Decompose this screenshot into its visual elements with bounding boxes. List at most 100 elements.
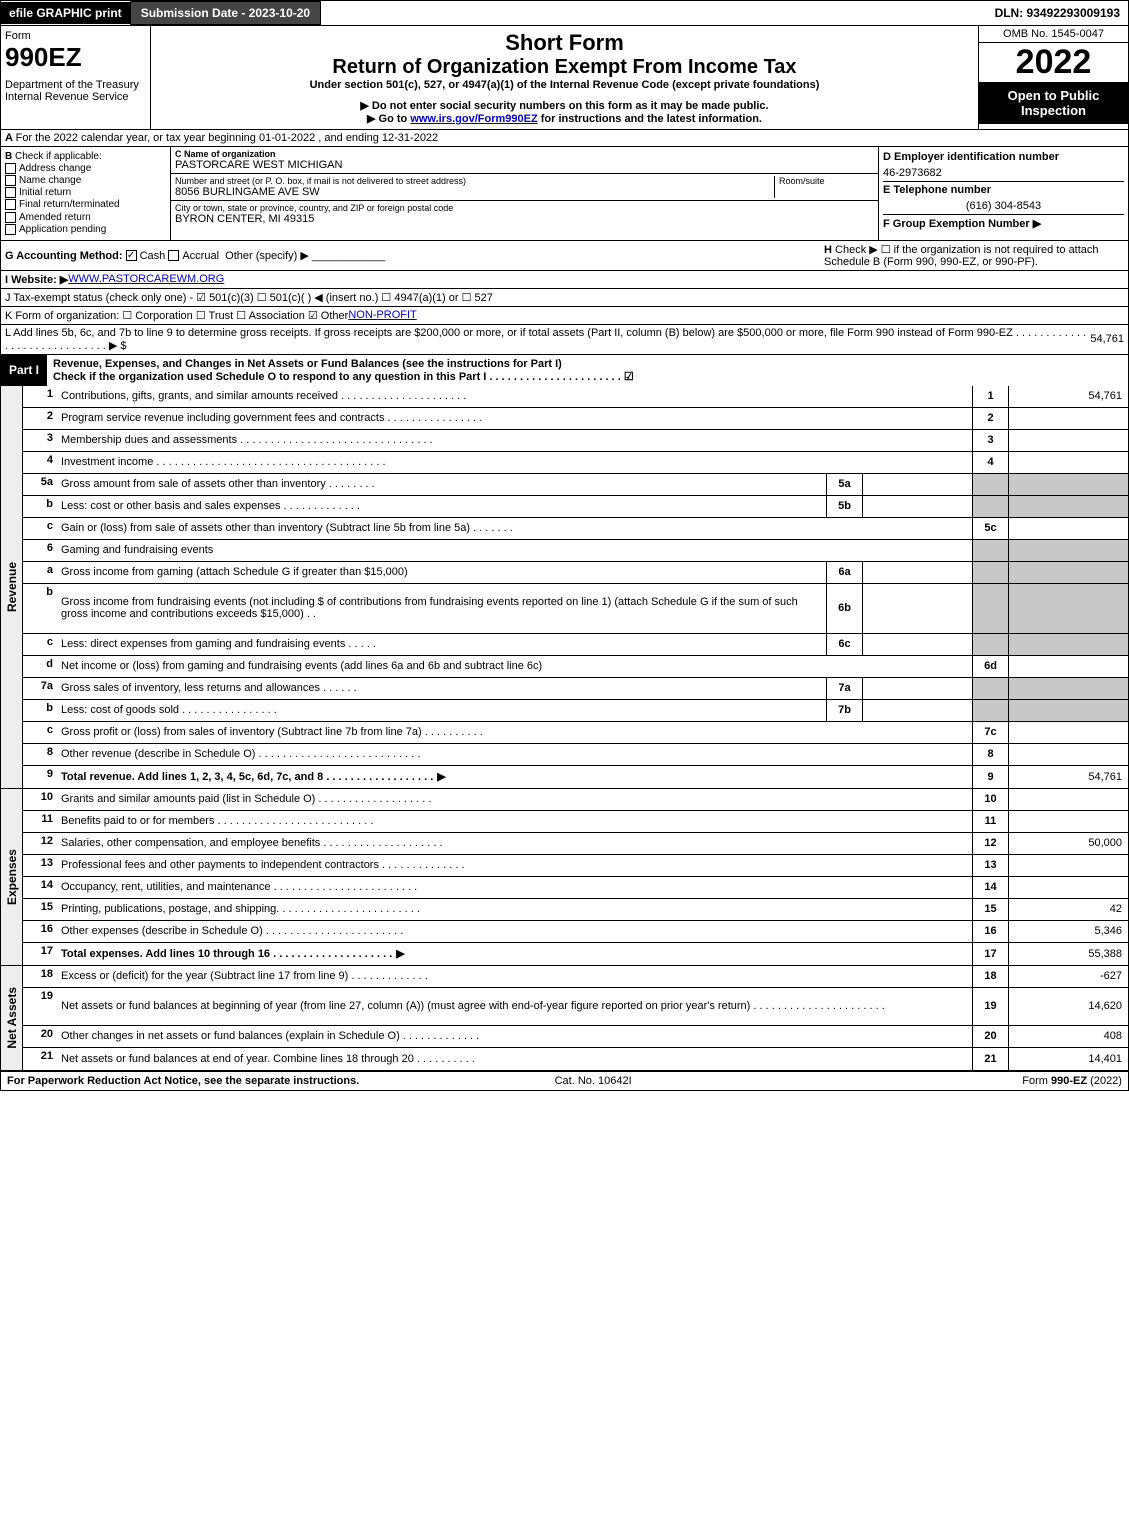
row-21-desc: Net assets or fund balances at end of ye… — [57, 1048, 972, 1070]
row-6a-sb: 6a — [826, 562, 862, 583]
dept-label: Department of the Treasury Internal Reve… — [5, 79, 146, 103]
revenue-side-label: Revenue — [1, 386, 23, 788]
row-5b-amt — [1008, 496, 1128, 517]
chk-initial-return[interactable]: Initial return — [5, 187, 166, 198]
row-7b-sb: 7b — [826, 700, 862, 721]
chk-amended-return-label: Amended return — [19, 212, 91, 223]
header-right: OMB No. 1545-0047 2022 Open to Public In… — [978, 26, 1128, 129]
c-name-label: C Name of organization — [175, 149, 342, 159]
row-14-desc: Occupancy, rent, utilities, and maintena… — [57, 877, 972, 898]
row-6-num: 6 — [23, 540, 57, 561]
row-18-desc: Excess or (deficit) for the year (Subtra… — [57, 966, 972, 987]
row-6d-desc: Net income or (loss) from gaming and fun… — [57, 656, 972, 677]
row-11-desc: Benefits paid to or for members . . . . … — [57, 811, 972, 832]
h-text: Check ▶ ☐ if the organization is not req… — [824, 244, 1099, 268]
chk-name-change[interactable]: Name change — [5, 175, 166, 186]
row-18-rn: 18 — [972, 966, 1008, 987]
irs-link[interactable]: www.irs.gov/Form990EZ — [410, 113, 537, 125]
netassets-side-label: Net Assets — [1, 966, 23, 1070]
part-i-num: Part I — [1, 360, 47, 380]
row-21-rn: 21 — [972, 1048, 1008, 1070]
chk-cash[interactable]: ✓ — [126, 250, 137, 261]
row-7c-rn: 7c — [972, 722, 1008, 743]
row-17-arrow: ▶ — [396, 947, 404, 960]
footer-right: Form 990-EZ (2022) — [1022, 1075, 1122, 1087]
ein-value: 46-2973682 — [883, 165, 1124, 181]
title-return: Return of Organization Exempt From Incom… — [155, 56, 974, 79]
row-2-desc: Program service revenue including govern… — [57, 408, 972, 429]
k-other-link[interactable]: NON-PROFIT — [348, 309, 416, 321]
row-11-amt — [1008, 811, 1128, 832]
row-6b-sv — [862, 584, 972, 633]
netassets-grid: Net Assets 18Excess or (deficit) for the… — [1, 966, 1128, 1072]
form-990ez-page: efile GRAPHIC print Submission Date - 20… — [0, 0, 1129, 1091]
revenue-label-text: Revenue — [5, 562, 19, 612]
page-footer: For Paperwork Reduction Act Notice, see … — [1, 1072, 1128, 1090]
row-4-rn: 4 — [972, 452, 1008, 473]
row-1-rn: 1 — [972, 386, 1008, 407]
part-i-chk: Check if the organization used Schedule … — [53, 371, 634, 383]
row-6-rn — [972, 540, 1008, 561]
row-6c-desc: Less: direct expenses from gaming and fu… — [57, 634, 826, 655]
netassets-label-text: Net Assets — [5, 987, 19, 1049]
row-16-num: 16 — [23, 921, 57, 942]
row-18-amt: -627 — [1008, 966, 1128, 987]
chk-accrual[interactable] — [168, 250, 179, 261]
submission-date-button[interactable]: Submission Date - 2023-10-20 — [130, 1, 321, 25]
chk-amended-return[interactable]: Amended return — [5, 212, 166, 223]
row-6a-rn — [972, 562, 1008, 583]
row-j: J Tax-exempt status (check only one) - ☑… — [1, 289, 1128, 307]
section-a-text: For the 2022 calendar year, or tax year … — [16, 132, 439, 144]
row-5a-sb: 5a — [826, 474, 862, 495]
row-6-desc: Gaming and fundraising events — [57, 540, 972, 561]
row-5a-num: 5a — [23, 474, 57, 495]
row-10-amt — [1008, 789, 1128, 810]
row-17-amt: 55,388 — [1008, 943, 1128, 965]
row-6c-amt — [1008, 634, 1128, 655]
row-13-rn: 13 — [972, 855, 1008, 876]
row-5b-sb: 5b — [826, 496, 862, 517]
org-name: PASTORCARE WEST MICHIGAN — [175, 159, 342, 171]
row-17-desc-text: Total expenses. Add lines 10 through 16 … — [61, 948, 392, 960]
row-9-desc-text: Total revenue. Add lines 1, 2, 3, 4, 5c,… — [61, 771, 433, 783]
row-21-num: 21 — [23, 1048, 57, 1070]
chk-application-pending[interactable]: Application pending — [5, 224, 166, 235]
row-12-desc: Salaries, other compensation, and employ… — [57, 833, 972, 854]
row-6d-amt — [1008, 656, 1128, 677]
row-9-amt: 54,761 — [1008, 766, 1128, 788]
instr-goto-post: for instructions and the latest informat… — [538, 113, 762, 125]
row-6a-sv — [862, 562, 972, 583]
row-1-desc: Contributions, gifts, grants, and simila… — [57, 386, 972, 407]
row-12-rn: 12 — [972, 833, 1008, 854]
topbar: efile GRAPHIC print Submission Date - 20… — [1, 1, 1128, 26]
row-18-num: 18 — [23, 966, 57, 987]
form-number: 990EZ — [5, 42, 146, 73]
row-7c-desc: Gross profit or (loss) from sales of inv… — [57, 722, 972, 743]
part-i-header: Part I Revenue, Expenses, and Changes in… — [1, 355, 1128, 386]
website-link[interactable]: WWW.PASTORCAREWM.ORG — [68, 273, 224, 285]
row-5b-num: b — [23, 496, 57, 517]
row-5c-amt — [1008, 518, 1128, 539]
row-2-num: 2 — [23, 408, 57, 429]
row-i: I Website: ▶ WWW.PASTORCAREWM.ORG — [1, 271, 1128, 289]
d-label: D Employer identification number — [883, 149, 1124, 165]
row-5a-amt — [1008, 474, 1128, 495]
chk-final-return[interactable]: Final return/terminated — [5, 199, 166, 210]
row-7a-sb: 7a — [826, 678, 862, 699]
row-5b-rn — [972, 496, 1008, 517]
row-5a-rn — [972, 474, 1008, 495]
row-14-rn: 14 — [972, 877, 1008, 898]
l-amount: 54,761 — [1090, 333, 1124, 345]
footer-right-pre: Form — [1022, 1075, 1051, 1087]
section-c: C Name of organization PASTORCARE WEST M… — [171, 147, 878, 240]
row-13-num: 13 — [23, 855, 57, 876]
instr-ssn: ▶ Do not enter social security numbers o… — [155, 99, 974, 112]
expenses-grid: Expenses 10Grants and similar amounts pa… — [1, 789, 1128, 966]
chk-address-change[interactable]: Address change — [5, 163, 166, 174]
row-5c-rn: 5c — [972, 518, 1008, 539]
row-7b-num: b — [23, 700, 57, 721]
row-4-desc: Investment income . . . . . . . . . . . … — [57, 452, 972, 473]
row-7a-sv — [862, 678, 972, 699]
f-label: F Group Exemption Number ▶ — [883, 214, 1124, 232]
row-16-desc: Other expenses (describe in Schedule O) … — [57, 921, 972, 942]
